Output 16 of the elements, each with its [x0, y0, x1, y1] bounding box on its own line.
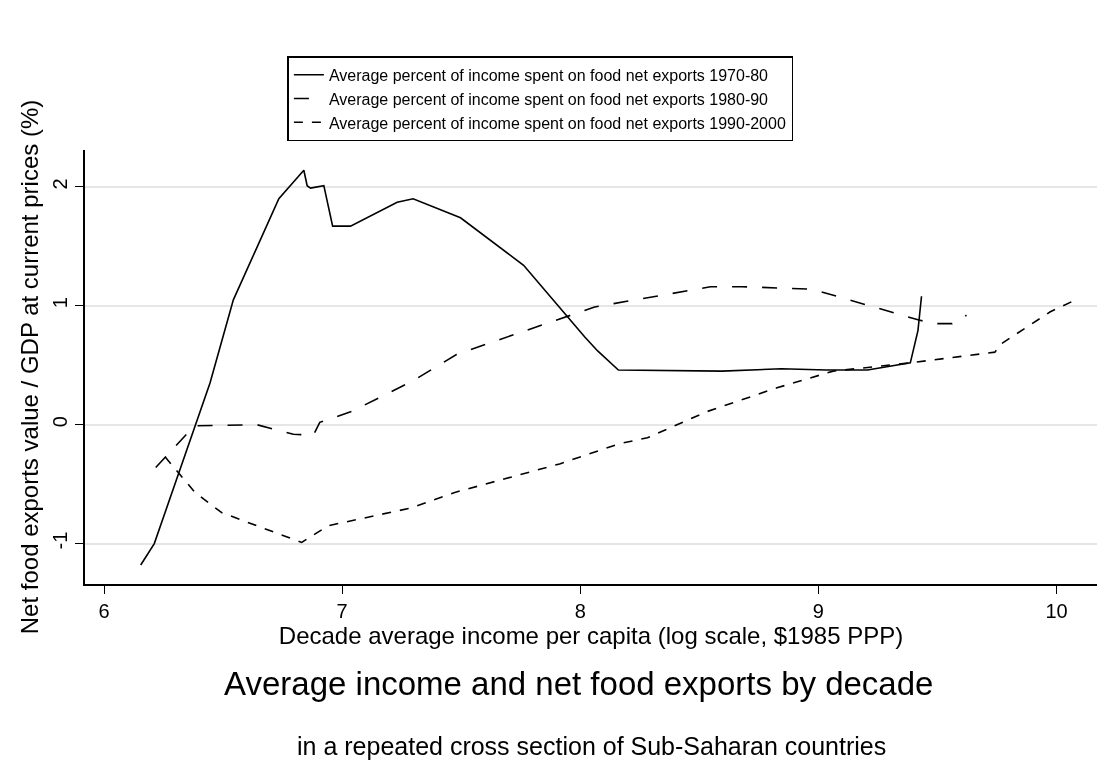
x-tick-label: 7	[336, 599, 348, 622]
legend-label: Average percent of income spent on food net exports 1990-2000	[328, 114, 786, 132]
text: Average income and net food exports by decade	[224, 664, 934, 702]
legend-label: Average percent of income spent on food net exports 1980-90	[328, 90, 769, 108]
y-tick-label: -1	[49, 531, 72, 550]
x-tick-label: 9	[812, 599, 824, 622]
y-tick-label: 0	[49, 416, 72, 428]
x-tick-label: 6	[98, 599, 110, 622]
legend-label: Average percent of income spent on food net exports 1970-80	[328, 66, 769, 84]
y-axis-title: Net food exports value / GDP at current prices (%)	[15, 99, 43, 635]
x-tick-label: 8	[574, 599, 586, 622]
x-tick-label: 10	[1045, 599, 1068, 622]
y-tick-label: 2	[49, 178, 72, 190]
text: in a repeated cross section of Sub-Saharan countries	[297, 732, 887, 760]
y-tick-label: 1	[49, 297, 72, 309]
x-axis-title: Decade average income per capita (log scale, $1985 PPP)	[278, 621, 904, 649]
